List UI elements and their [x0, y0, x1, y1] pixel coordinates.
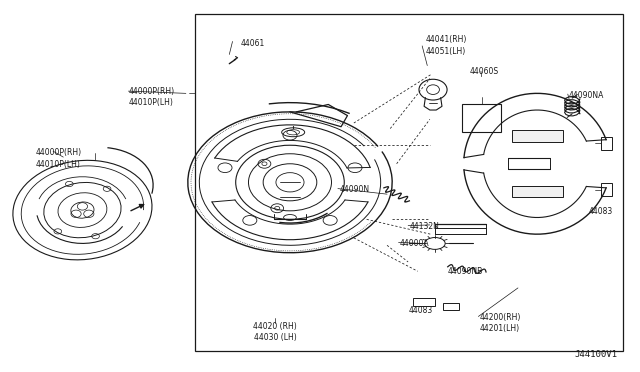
Text: 44201(LH): 44201(LH): [479, 324, 520, 333]
Text: 44051(LH): 44051(LH): [426, 47, 466, 56]
Bar: [462, 105, 501, 132]
Text: 44060S: 44060S: [470, 67, 499, 76]
Text: 44000P(RH): 44000P(RH): [129, 87, 175, 96]
Text: 44020 (RH): 44020 (RH): [253, 322, 297, 331]
Bar: [413, 298, 435, 307]
Text: 44090NA: 44090NA: [569, 91, 604, 100]
Text: 44000P(RH): 44000P(RH): [36, 148, 82, 157]
Text: 44090N: 44090N: [339, 185, 369, 194]
Text: 44041(RH): 44041(RH): [426, 35, 467, 44]
Text: 44010P(LH): 44010P(LH): [129, 99, 173, 108]
Polygon shape: [511, 131, 563, 141]
Text: 44030 (LH): 44030 (LH): [254, 333, 297, 343]
Bar: [601, 137, 612, 150]
Text: 44010P(LH): 44010P(LH): [36, 160, 81, 169]
Bar: [195, 14, 623, 351]
Polygon shape: [511, 186, 563, 197]
Text: 44083: 44083: [408, 306, 433, 315]
Text: 44132N: 44132N: [410, 222, 439, 231]
Text: J44100V1: J44100V1: [575, 350, 618, 359]
Text: 44061: 44061: [240, 39, 264, 48]
Text: 44090NB: 44090NB: [448, 267, 483, 276]
Bar: [444, 304, 460, 310]
Text: 44083: 44083: [588, 208, 612, 217]
Text: 44200(RH): 44200(RH): [479, 313, 521, 322]
Text: 44000A: 44000A: [400, 239, 429, 248]
Bar: [601, 183, 612, 196]
